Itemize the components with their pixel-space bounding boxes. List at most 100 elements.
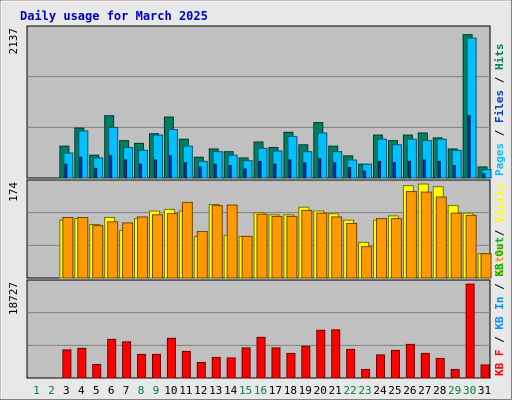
bar-sites-day-24 — [376, 218, 388, 279]
legend-entry: Visits — [493, 183, 506, 223]
bar-files-day-7 — [123, 147, 134, 179]
bar-sites-day-8 — [137, 216, 149, 279]
legend-text: Pages / Files / Hits — [493, 44, 506, 177]
bar-sites-day-5 — [92, 225, 104, 279]
bar-sites-day-4 — [77, 216, 89, 279]
bar-kb-f-day-14 — [226, 357, 236, 379]
x-tick-label: 4 — [78, 384, 85, 397]
bar-sites-day-25 — [390, 218, 402, 279]
legend: Sites / Visits — [493, 183, 506, 276]
bar-sites-day-22 — [346, 222, 358, 279]
bar-pages-day-3 — [64, 163, 68, 179]
x-tick-label: 11 — [179, 384, 192, 397]
bar-files-day-24 — [377, 138, 388, 179]
x-tick-label: 9 — [153, 384, 160, 397]
bar-pages-day-17 — [273, 163, 277, 179]
x-axis-day-labels: 1 2 3 4 5 6 7 8 9 10 11 12 13 14 15 16 17 18 19 20 21 22 23 24 2… — [33, 384, 491, 397]
bar-files-day-10 — [167, 129, 178, 179]
bar-files-day-22 — [347, 159, 358, 179]
y-max-label: 174 — [7, 182, 20, 202]
bar-pages-day-29 — [452, 165, 456, 179]
bar-kb-f-day-18 — [286, 352, 296, 379]
panel-kb: 18727 KB F / KB In / KB Out — [7, 237, 506, 379]
bar-kb-f-day-31 — [480, 364, 490, 379]
bar-pages-day-13 — [213, 163, 217, 179]
bar-kb-f-day-13 — [211, 356, 221, 379]
y-max-label: 2137 — [7, 28, 20, 55]
legend-entry: Sites — [493, 243, 506, 276]
bar-files-day-5 — [93, 157, 104, 179]
panel-visits-sites: 174 Sites / Visits — [7, 179, 506, 279]
bar-sites-day-16 — [256, 213, 268, 279]
legend-text: Sites / Visits — [493, 183, 506, 276]
bar-kb-f-day-10 — [166, 337, 176, 379]
bar-sites-day-12 — [196, 231, 208, 279]
bar-kb-f-day-25 — [390, 349, 400, 379]
bar-files-day-26 — [406, 138, 417, 179]
bar-sites-day-6 — [107, 221, 119, 279]
bar-kb-f-day-23 — [361, 368, 371, 379]
x-tick-label: 2 — [48, 384, 55, 397]
bar-kb-f-day-7 — [122, 341, 132, 379]
bar-pages-day-23 — [363, 170, 367, 179]
bar-pages-day-10 — [168, 155, 172, 179]
bar-sites-day-26 — [405, 191, 417, 279]
bar-sites-day-23 — [361, 246, 373, 279]
legend-entry: / — [493, 223, 506, 243]
bar-pages-day-4 — [79, 156, 83, 179]
x-tick-label: 7 — [123, 384, 130, 397]
x-tick-label: 10 — [164, 384, 177, 397]
bar-files-day-3 — [63, 152, 74, 179]
bar-files-day-8 — [138, 149, 149, 179]
x-tick-label: 31 — [478, 384, 491, 397]
bar-pages-day-7 — [124, 159, 128, 179]
legend: Pages / Files / Hits — [493, 44, 506, 177]
bar-files-day-15 — [242, 160, 253, 179]
bar-pages-day-20 — [318, 158, 322, 179]
bar-files-day-20 — [317, 132, 328, 179]
chart-panels: 2137 Pages / Files / Hits 174 Sites / Visit… — [7, 25, 506, 379]
bar-pages-day-5 — [94, 167, 98, 179]
bar-files-day-4 — [78, 130, 89, 179]
bar-files-day-12 — [197, 160, 208, 179]
legend-entry: / — [493, 277, 506, 297]
bar-pages-day-19 — [303, 162, 307, 179]
bar-files-day-31 — [481, 169, 492, 179]
x-tick-label: 20 — [314, 384, 327, 397]
bar-sites-day-27 — [420, 191, 432, 279]
bar-pages-day-15 — [243, 168, 247, 179]
y-max-label: 18727 — [7, 282, 20, 315]
bar-pages-day-8 — [139, 163, 143, 179]
bar-pages-day-24 — [378, 160, 382, 179]
bar-files-day-6 — [108, 126, 119, 179]
legend: KB F / KB In / KB Out — [493, 237, 506, 376]
x-tick-label: 25 — [388, 384, 401, 397]
bar-sites-day-29 — [450, 212, 462, 279]
bar-files-day-28 — [436, 138, 447, 179]
bar-kb-f-day-16 — [256, 336, 266, 379]
bar-sites-day-10 — [166, 213, 178, 279]
bar-kb-f-day-9 — [151, 353, 161, 379]
bar-pages-day-26 — [407, 160, 411, 179]
x-tick-label: 3 — [63, 384, 70, 397]
bar-pages-day-16 — [258, 160, 262, 179]
bar-sites-day-30 — [465, 214, 477, 279]
chart-title: Daily usage for March 2025 — [20, 9, 208, 23]
bar-sites-day-11 — [181, 201, 193, 279]
legend-entry: KB Out — [493, 237, 506, 277]
x-tick-label: 24 — [373, 384, 387, 397]
bar-kb-f-day-26 — [405, 343, 415, 379]
x-tick-label: 23 — [358, 384, 371, 397]
bar-kb-f-day-15 — [241, 347, 251, 379]
x-tick-label: 22 — [343, 384, 356, 397]
x-tick-label: 18 — [284, 384, 297, 397]
bar-pages-day-11 — [183, 162, 187, 179]
bar-sites-day-31 — [480, 253, 492, 279]
x-tick-label: 14 — [224, 384, 238, 397]
bar-files-day-16 — [257, 147, 268, 179]
legend-entry: / — [493, 330, 506, 350]
bar-pages-day-31 — [482, 173, 486, 179]
x-tick-label: 5 — [93, 384, 100, 397]
legend-entry: Hits — [493, 44, 506, 71]
